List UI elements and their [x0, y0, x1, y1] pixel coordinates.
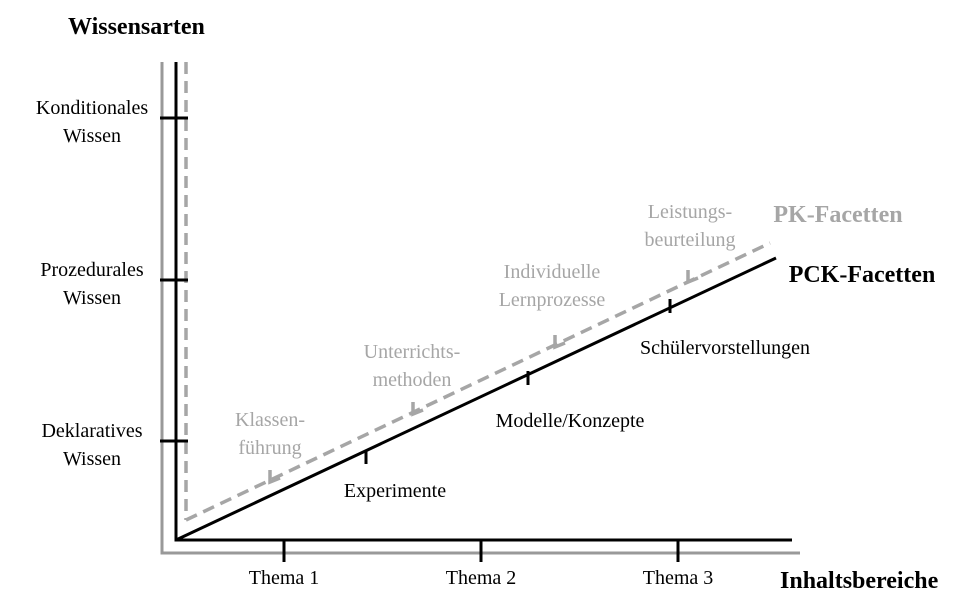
pk-facet-label: Lernprozesse	[499, 289, 606, 311]
y-level-label: Wissen	[63, 448, 121, 470]
gray-axis	[160, 62, 800, 555]
x-topic-label: Thema 3	[643, 567, 714, 589]
y-level-label: Wissen	[63, 287, 121, 309]
pk-facet-label: beurteilung	[644, 229, 735, 251]
pk-facet-label: Leistungs-	[648, 201, 732, 223]
y-level-label: Wissen	[63, 125, 121, 147]
pk-facet-label: Klassen-	[235, 409, 305, 431]
pk-facet-label: Individuelle	[504, 261, 601, 283]
axes	[160, 62, 800, 555]
y-level-label: Deklaratives	[41, 420, 142, 442]
pk-facet-label: methoden	[373, 369, 452, 391]
pk-tick	[553, 335, 566, 350]
pck-facet-label: Experimente	[344, 480, 446, 502]
black-axis	[174, 62, 792, 542]
title: Wissensarten	[68, 14, 205, 40]
x-topic-label: Thema 2	[446, 567, 517, 589]
pck-facet-label: Schülervorstellungen	[640, 337, 810, 359]
x-axis-label: Inhaltsbereiche	[780, 568, 939, 590]
x-topic-label: Thema 1	[249, 567, 320, 589]
pk-line	[185, 241, 771, 522]
pk-label: PK-Facetten	[773, 202, 902, 228]
pk-facet-label: Unterrichts-	[364, 341, 461, 363]
pck-facet-label: Modelle/Konzepte	[496, 410, 645, 432]
pck-line	[175, 256, 777, 542]
pk-tick	[411, 402, 424, 417]
pk-tick	[268, 470, 281, 485]
pk-tick	[686, 270, 699, 285]
y-level-label: Konditionales	[36, 97, 148, 119]
y-level-label: Prozedurales	[40, 259, 144, 281]
pck-label: PCK-Facetten	[789, 262, 936, 288]
pk-facet-label: führung	[238, 437, 301, 459]
